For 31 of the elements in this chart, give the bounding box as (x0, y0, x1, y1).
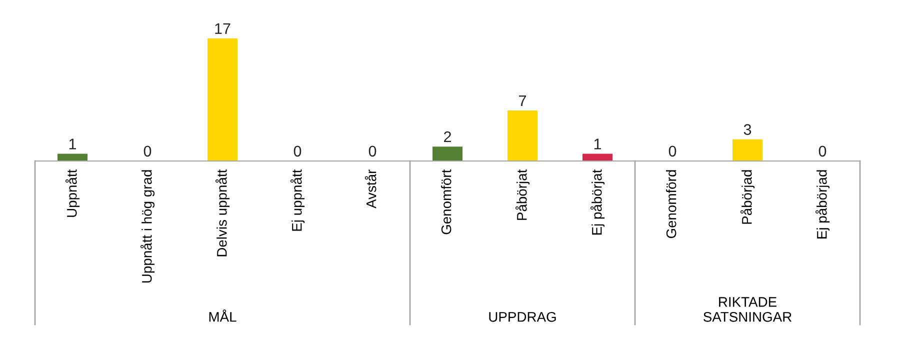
data-label: 0 (368, 146, 376, 157)
data-label: 0 (818, 146, 826, 157)
data-label: 2 (444, 131, 451, 142)
x-tick-label: Avstår (364, 170, 376, 208)
data-label: 1 (594, 138, 602, 150)
text: MÅL (209, 310, 236, 322)
x-tick-label: Uppnått i hög grad (140, 170, 155, 283)
text: UPPDRAG (489, 312, 556, 322)
x-tick-label: Ej uppnått (290, 169, 305, 231)
data-label: 0 (668, 146, 676, 157)
data-label: 3 (744, 124, 752, 135)
x-tick-label: Genomfört (441, 169, 452, 234)
x-tick-label: Påbörjad (740, 170, 755, 224)
x-tick-label: Uppnått (65, 169, 80, 217)
data-label: 0 (294, 146, 302, 157)
bar (432, 146, 462, 161)
data-label: 7 (519, 95, 526, 106)
bar (508, 110, 538, 161)
text: RIKTADE SATSNINGAR (703, 297, 792, 322)
data-label: 1 (69, 138, 76, 150)
x-tick-label: Påbörjat (515, 169, 530, 220)
x-tick-label: Ej påbörjad (815, 170, 830, 238)
x-tick-label: Ej påbörjat (590, 169, 605, 235)
x-tick-label: Delvis uppnått (215, 169, 230, 256)
x-tick-label: Genomförd (666, 170, 676, 238)
bar (58, 154, 88, 161)
bar (582, 154, 612, 161)
data-label: 17 (215, 23, 230, 34)
bar (732, 139, 762, 161)
bar (208, 38, 238, 161)
data-label: 0 (144, 146, 152, 157)
